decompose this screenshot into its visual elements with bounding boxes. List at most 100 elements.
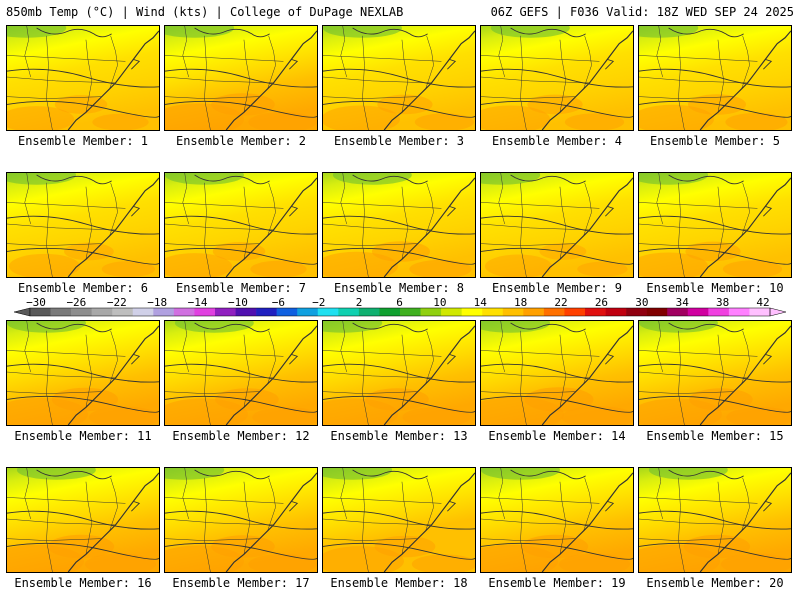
state-border — [323, 223, 432, 231]
state-border — [85, 334, 93, 408]
coastline — [383, 177, 475, 277]
ensemble-member-label: Ensemble Member: 10 — [646, 281, 784, 295]
colorbar-segment — [153, 308, 175, 316]
state-border — [362, 477, 369, 572]
contour-line — [165, 215, 317, 235]
ensemble-member-label: Ensemble Member: 15 — [646, 429, 784, 443]
warm-area — [402, 406, 471, 425]
ensemble-panel — [638, 25, 792, 131]
ensemble-panel — [164, 467, 318, 573]
state-border — [559, 186, 567, 260]
state-border — [559, 481, 567, 555]
ensemble-member-label: Ensemble Member: 17 — [172, 576, 310, 590]
colorbar-segment — [749, 308, 771, 316]
state-border — [46, 330, 53, 425]
state-border — [639, 371, 748, 379]
coastline — [289, 58, 299, 70]
ensemble-panel — [322, 467, 476, 573]
colorbar-tick-label: 34 — [676, 297, 690, 309]
state-border — [7, 371, 116, 379]
state-border — [340, 26, 347, 78]
panel-map-svg — [639, 26, 791, 130]
contour-line — [639, 100, 791, 118]
colorbar-segment — [30, 308, 51, 316]
state-border — [7, 202, 126, 209]
contour-line — [7, 542, 159, 560]
panel-map-svg — [7, 468, 159, 572]
state-border — [639, 55, 758, 62]
state-border — [165, 497, 284, 504]
panel-map-svg — [481, 26, 633, 130]
state-border — [520, 182, 527, 277]
state-border — [678, 477, 685, 572]
colorbar-segment — [235, 308, 257, 316]
panel-map-svg — [323, 321, 475, 425]
state-border — [109, 477, 118, 531]
panel-map-svg — [639, 321, 791, 425]
ensemble-member-label: Ensemble Member: 13 — [330, 429, 468, 443]
coastline — [763, 500, 773, 512]
coastline — [699, 30, 791, 130]
temperature-field — [7, 26, 159, 130]
colorbar-tick-label: −26 — [66, 297, 86, 309]
colorbar-svg: −30 −26 −22 −18 −14 −10 −6 −2 2 6 10 14 18 22 26 30 34 38… — [13, 297, 787, 317]
panel-map-svg — [165, 468, 317, 572]
cool-area — [165, 468, 225, 480]
state-border — [481, 202, 600, 209]
contour-line — [323, 542, 475, 560]
ensemble-member-label: Ensemble Member: 18 — [330, 576, 468, 590]
state-border — [165, 202, 284, 209]
coastline — [541, 30, 633, 130]
lake-outline — [352, 174, 428, 185]
warm-area — [521, 534, 589, 559]
state-border — [656, 321, 663, 373]
state-border — [481, 55, 600, 62]
cool-area — [481, 321, 551, 333]
state-border — [401, 481, 409, 555]
warm-area — [558, 553, 631, 572]
panel-map-svg — [639, 468, 791, 572]
state-border — [639, 202, 758, 209]
state-border — [741, 330, 750, 384]
ensemble-member-label: Ensemble Member: 7 — [175, 281, 307, 295]
state-border — [678, 330, 685, 425]
lake-outline — [194, 27, 270, 38]
coastline — [447, 353, 457, 365]
colorbar-segment — [215, 308, 236, 316]
ensemble-member-label: Ensemble Member: 6 — [17, 281, 149, 295]
warm-area — [92, 113, 149, 130]
warm-area — [248, 111, 317, 130]
state-border — [639, 350, 758, 357]
coastline — [225, 177, 317, 277]
contour-line — [639, 363, 791, 383]
colorbar-segment — [91, 308, 113, 316]
state-border — [401, 39, 409, 113]
coastline — [67, 325, 159, 425]
contour-line — [7, 363, 159, 383]
ensemble-member-label: Ensemble Member: 8 — [333, 281, 465, 295]
contour-line — [639, 68, 791, 88]
state-border — [362, 35, 369, 130]
coastline — [131, 500, 141, 512]
colorbar-right-arrow — [769, 307, 787, 317]
colorbar-tick-label: 6 — [396, 297, 403, 309]
colorbar-segment — [173, 308, 195, 316]
warm-area — [215, 388, 279, 411]
warm-area — [722, 260, 783, 277]
warm-area — [374, 535, 436, 558]
state-border — [243, 481, 251, 555]
contour-line — [7, 215, 159, 235]
panel-map-svg — [165, 173, 317, 277]
panel-map-svg — [481, 173, 633, 277]
state-border — [7, 350, 126, 357]
ensemble-member-label: Ensemble Member: 20 — [646, 576, 784, 590]
warm-area — [689, 388, 753, 411]
contour-line — [481, 100, 633, 118]
colorbar-segment — [112, 308, 134, 316]
ensemble-member-label: Ensemble Member: 1 — [17, 134, 149, 148]
contour-line — [639, 510, 791, 530]
state-border — [182, 26, 189, 78]
ensemble-panel — [6, 25, 160, 131]
contour-line — [481, 215, 633, 235]
warm-area — [101, 261, 156, 277]
